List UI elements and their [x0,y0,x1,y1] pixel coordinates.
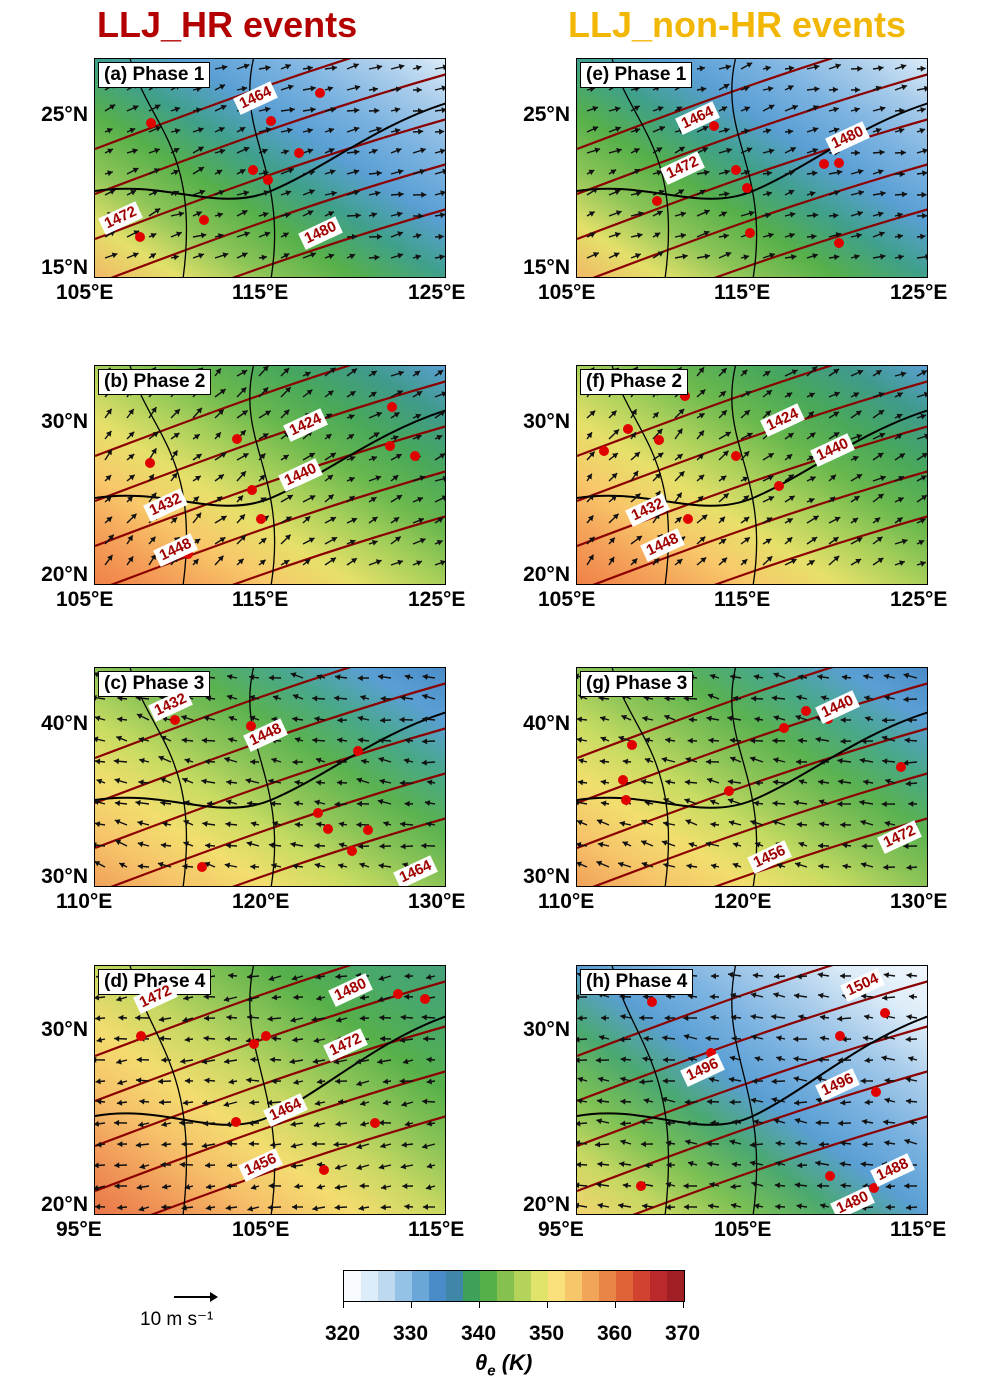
y-tick-label: 30°N [41,1017,88,1041]
title-left: LLJ_HR events [97,4,358,45]
reference-vector-arrow [174,1292,218,1302]
colorbar-tick-label: 350 [529,1322,565,1345]
x-tick-label: 125°E [408,281,466,304]
colorbar-swatch [361,1271,378,1301]
y-tick-label: 30°N [41,865,88,888]
colorbar-swatch [446,1271,463,1301]
colorbar [343,1270,685,1302]
x-tick-label: 120°E [232,890,290,913]
x-tick-label: 130°E [890,890,948,913]
x-tick-label: 120°E [714,890,772,913]
map-field [577,366,927,584]
panel-label: (g) Phase 3 [580,671,694,697]
panel-label: (a) Phase 1 [98,62,211,88]
colorbar-swatch [599,1271,616,1301]
panel-label: (c) Phase 3 [98,671,211,697]
colorbar-tick-label: 330 [393,1322,429,1345]
x-tick-label: 95°E [56,1218,102,1241]
y-tick-label: 20°N [523,563,570,586]
y-tick-label: 30°N [523,865,570,888]
colorbar-swatch [667,1271,684,1301]
colorbar-swatch [344,1271,361,1301]
y-tick-label: 25°N [523,103,570,126]
colorbar-swatch [582,1271,599,1301]
colorbar-swatch [531,1271,548,1301]
y-tick-label: 15°N [523,256,570,279]
panel-label: (e) Phase 1 [580,62,693,88]
map-panel-a: (a) Phase 1 1464 1472 1480 [94,58,446,278]
map-panel-g: (g) Phase 3 1440 1456 1472 [576,667,928,887]
map-panel-d: (d) Phase 4 1472 1480 1472 1464 1456 [94,965,446,1215]
colorbar-swatch [616,1271,633,1301]
colorbar-tick-label: 360 [597,1322,633,1345]
map-field [577,668,927,886]
map-field [95,366,445,584]
y-tick-label: 20°N [523,1193,570,1216]
colorbar-swatch [480,1271,497,1301]
map-field [577,59,927,277]
x-tick-label: 105°E [538,281,596,304]
colorbar-swatch [378,1271,395,1301]
x-tick-label: 115°E [232,281,289,304]
colorbar-swatch [463,1271,480,1301]
map-panel-e: (e) Phase 1 1464 1472 1480 [576,58,928,278]
colorbar-swatch [650,1271,667,1301]
map-field [577,966,927,1214]
colorbar-swatch [497,1271,514,1301]
x-tick-label: 115°E [890,1218,947,1241]
y-tick-label: 15°N [41,256,88,279]
x-tick-label: 115°E [232,588,289,611]
y-tick-label: 30°N [41,410,88,433]
map-field [95,668,445,886]
x-tick-label: 115°E [714,588,771,611]
x-tick-label: 130°E [408,890,466,913]
colorbar-swatch [548,1271,565,1301]
y-tick-label: 40°N [523,712,570,735]
colorbar-tick-label: 370 [665,1322,701,1345]
x-tick-label: 95°E [538,1218,584,1241]
y-tick-label: 25°N [41,103,88,126]
x-tick-label: 105°E [538,588,596,611]
colorbar-swatch [412,1271,429,1301]
x-tick-label: 105°E [232,1218,290,1241]
panel-label: (h) Phase 4 [580,969,694,995]
x-tick-label: 125°E [890,281,948,304]
x-tick-label: 110°E [538,890,595,913]
map-panel-f: (f) Phase 2 1424 1440 1432 1448 [576,365,928,585]
colorbar-swatch [395,1271,412,1301]
colorbar-swatch [514,1271,531,1301]
y-tick-label: 40°N [41,712,88,735]
panel-label: (b) Phase 2 [98,369,212,395]
y-tick-label: 20°N [41,1193,88,1216]
x-tick-label: 105°E [56,281,114,304]
colorbar-tick-label: 320 [325,1322,361,1345]
colorbar-swatch [633,1271,650,1301]
x-tick-label: 105°E [714,1218,772,1241]
colorbar-title: θe (K) [475,1350,533,1380]
x-tick-label: 115°E [408,1218,465,1241]
map-panel-h: (h) Phase 4 1504 1496 1496 1488 1480 [576,965,928,1215]
map-panel-c: (c) Phase 3 1432 1448 1464 [94,667,446,887]
map-panel-b: (b) Phase 2 1424 1440 1432 1448 [94,365,446,585]
panel-label: (f) Phase 2 [580,369,689,395]
reference-vector-label: 10 m s⁻¹ [140,1309,214,1330]
colorbar-swatch [429,1271,446,1301]
y-tick-label: 20°N [41,563,88,586]
title-right: LLJ_non-HR events [568,4,907,45]
x-tick-label: 125°E [890,588,948,611]
x-tick-label: 105°E [56,588,114,611]
y-tick-label: 30°N [523,410,570,433]
colorbar-swatch [565,1271,582,1301]
x-tick-label: 110°E [56,890,113,913]
x-tick-label: 115°E [714,281,771,304]
x-tick-label: 125°E [408,588,466,611]
colorbar-tick-label: 340 [461,1322,497,1345]
y-tick-label: 30°N [523,1017,570,1041]
